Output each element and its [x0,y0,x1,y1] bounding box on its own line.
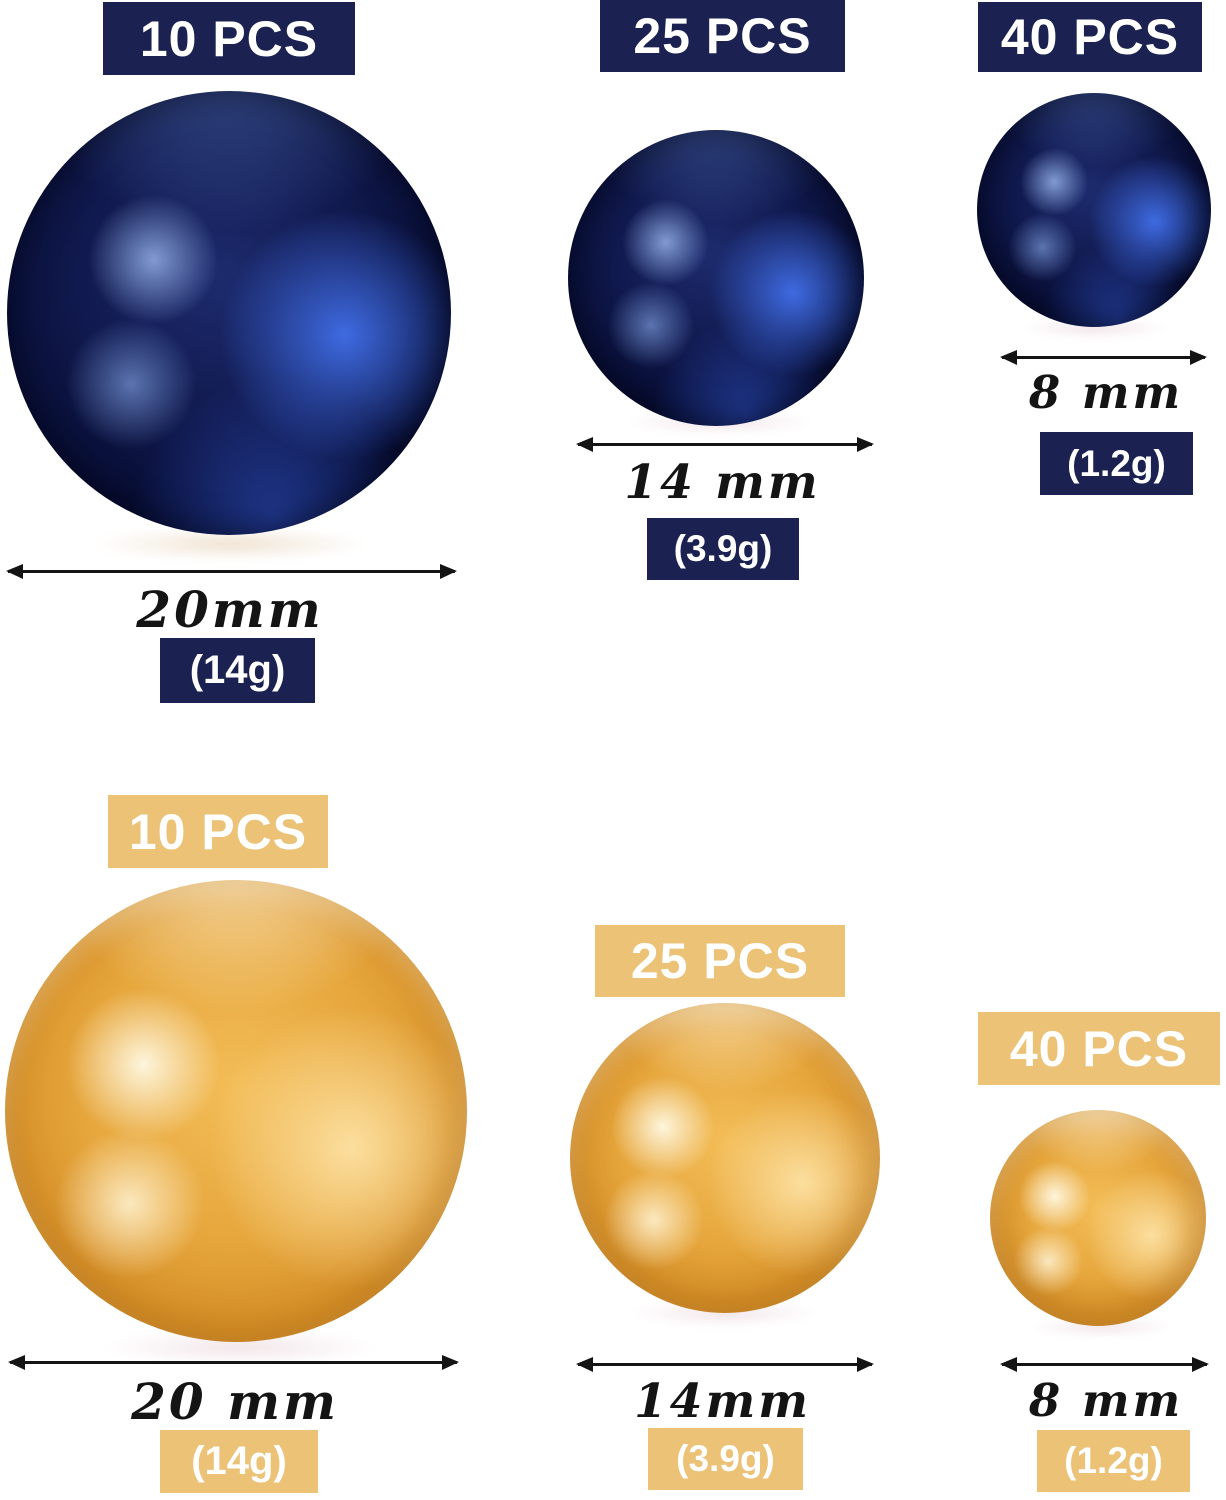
pcs-badge-navy-8mm: 40 PCS [978,2,1202,72]
size-label-navy-20mm: 20mm [136,580,324,639]
weight-badge-navy-14mm: (3.9g) [647,518,799,580]
pcs-badge-gold-20mm: 10 PCS [108,795,328,868]
weight-badge-gold-20mm: (14g) [160,1430,318,1493]
weight-badge-gold-8mm: (1.2g) [1037,1430,1190,1492]
weight-badge-navy-8mm: (1.2g) [1040,432,1193,495]
size-label-gold-20mm: 20 mm [131,1372,339,1431]
weight-badge-navy-20mm: (14g) [160,638,315,703]
dimension-arrow-icon [8,1355,459,1370]
dimension-arrow-icon [1000,350,1207,365]
dimension-arrow-icon [1000,1357,1209,1372]
dimension-arrow-icon [576,437,874,452]
size-label-navy-8mm: 8 mm [1028,366,1184,419]
pcs-badge-gold-8mm: 40 PCS [978,1012,1220,1085]
pearl-gold-8mm [990,1110,1206,1326]
size-label-navy-14mm: 14 mm [624,455,821,510]
pearl-navy-14mm [568,130,864,426]
pearl-navy-8mm [977,93,1211,327]
dimension-arrow-icon [6,564,457,579]
size-label-gold-8mm: 8 mm [1028,1374,1184,1427]
pcs-badge-navy-20mm: 10 PCS [103,2,355,75]
dimension-arrow-icon [576,1357,874,1372]
size-label-gold-14mm: 14mm [634,1374,811,1429]
pearl-gold-14mm [570,1003,880,1313]
pearl-gold-20mm [5,880,467,1342]
weight-badge-gold-14mm: (3.9g) [648,1428,803,1490]
pcs-badge-gold-14mm: 25 PCS [595,925,845,997]
pcs-badge-navy-14mm: 25 PCS [600,0,845,72]
pearl-navy-20mm [7,91,451,535]
